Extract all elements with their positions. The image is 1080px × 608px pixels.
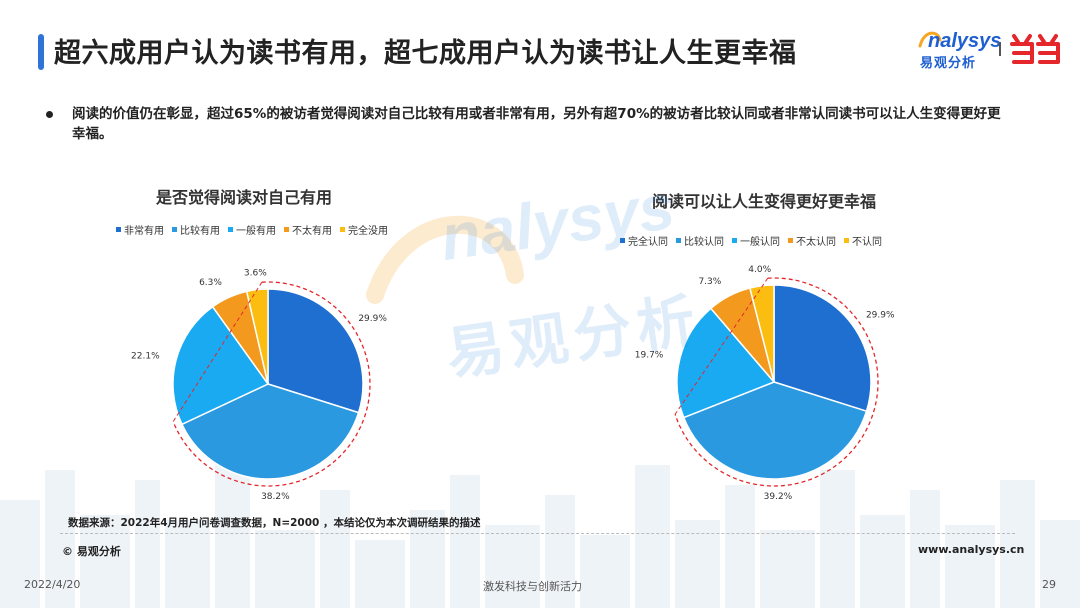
pie-slice-一般有用 — [172, 305, 270, 426]
chart1-legend: 非常有用 比较有用 一般有用 不太有用 完全没用 — [116, 222, 388, 237]
summary-text: 阅读的价值仍在彰显，超过65%的被访者觉得阅读对自己比较有用或者非常有用，另外有… — [72, 106, 1001, 142]
highlight-dashed-ring — [674, 277, 879, 487]
chart1-legend-item: 完全没用 — [340, 222, 388, 237]
chart1-legend-item: 不太有用 — [284, 222, 332, 237]
analysys-logo: nalysys 易观分析 — [918, 26, 1001, 72]
pie-label-完全认同: 29.9% — [866, 311, 895, 321]
chart1-title: 是否觉得阅读对自己有用 — [156, 188, 333, 207]
pie-slice-非常有用 — [267, 288, 364, 414]
chart1-legend-item: 一般有用 — [228, 222, 276, 237]
legend-label: 完全认同 — [628, 237, 668, 248]
pie-slice-完全认同 — [773, 284, 872, 413]
copyright-text: © 易观分析 — [62, 545, 121, 558]
legend-swatch — [116, 227, 121, 232]
legend-label: 比较有用 — [180, 226, 220, 237]
pie-slice-一般认同 — [676, 307, 776, 419]
skyline-background — [0, 460, 1080, 608]
pie-slice-不认同 — [748, 284, 775, 383]
website-link[interactable]: www.analysys.cn — [918, 543, 1025, 556]
pie-label-不认同: 4.0% — [748, 265, 771, 275]
legend-label: 不太有用 — [292, 226, 332, 237]
chart2-title: 阅读可以让人生变得更好更幸福 — [652, 192, 877, 211]
chart2-legend-item: 不太认同 — [788, 233, 836, 248]
legend-swatch — [676, 238, 681, 243]
analysys-swoosh-icon — [918, 31, 942, 48]
legend-swatch — [172, 227, 177, 232]
pie-label-不太认同: 7.3% — [698, 277, 721, 287]
highlight-dashed-ring — [172, 281, 371, 487]
page-number: 29 — [1042, 578, 1056, 591]
legend-label: 不太认同 — [796, 237, 836, 248]
legend-swatch — [284, 227, 289, 232]
pie-label-完全没用: 3.6% — [244, 269, 267, 279]
pie-label-比较认同: 39.2% — [764, 492, 793, 502]
legend-swatch — [844, 238, 849, 243]
title-accent-bar — [38, 34, 44, 70]
legend-label: 非常有用 — [124, 226, 164, 237]
legend-label: 一般认同 — [740, 237, 780, 248]
pie-slice-比较认同 — [682, 381, 868, 480]
chart2-legend: 完全认同 比较认同 一般认同 不太认同 不认同 — [620, 233, 882, 248]
page-title: 超六成用户认为读书有用，超七成用户认为读书让人生更幸福 — [54, 38, 797, 69]
chart1-pie: 29.9% 38.2% 22.1% 6.3% 3.6% — [131, 269, 387, 502]
pie-label-不太有用: 6.3% — [199, 278, 222, 288]
legend-label: 一般有用 — [236, 226, 276, 237]
dangdang-logo-icon — [1010, 34, 1060, 64]
pie-label-一般有用: 22.1% — [131, 352, 160, 362]
data-source-note: 数据来源：2022年4月用户问卷调查数据，N=2000 ，本结论仅为本次调研结果… — [68, 517, 481, 529]
analysys-logo-word: nalysys — [928, 30, 1002, 52]
legend-swatch — [340, 227, 345, 232]
legend-label: 不认同 — [852, 237, 882, 248]
chart2-legend-item: 比较认同 — [676, 233, 724, 248]
pie-slice-比较有用 — [180, 383, 360, 480]
legend-label: 完全没用 — [348, 226, 388, 237]
pie-label-非常有用: 29.9% — [358, 314, 387, 324]
chart2-pie: 29.9% 39.2% 19.7% 7.3% 4.0% — [635, 265, 895, 502]
legend-label: 比较认同 — [684, 237, 724, 248]
analysys-logo-cn: 易观分析 — [920, 56, 977, 71]
chart2-legend-item: 不认同 — [844, 233, 882, 248]
legend-swatch — [620, 238, 625, 243]
footer-divider — [60, 533, 1015, 534]
chart1-legend-item: 非常有用 — [116, 222, 164, 237]
footer-date: 2022/4/20 — [24, 578, 81, 591]
legend-swatch — [788, 238, 793, 243]
pie-label-一般认同: 19.7% — [635, 351, 664, 361]
chart1-legend-item: 比较有用 — [172, 222, 220, 237]
chart2-legend-item: 一般认同 — [732, 233, 780, 248]
footer-slogan: 激发科技与创新活力 — [483, 580, 582, 593]
logo-separator — [999, 42, 1001, 56]
chart2-legend-item: 完全认同 — [620, 233, 668, 248]
legend-swatch — [732, 238, 737, 243]
summary-bullet — [46, 111, 53, 118]
pie-label-比较有用: 38.2% — [261, 492, 290, 502]
legend-swatch — [228, 227, 233, 232]
